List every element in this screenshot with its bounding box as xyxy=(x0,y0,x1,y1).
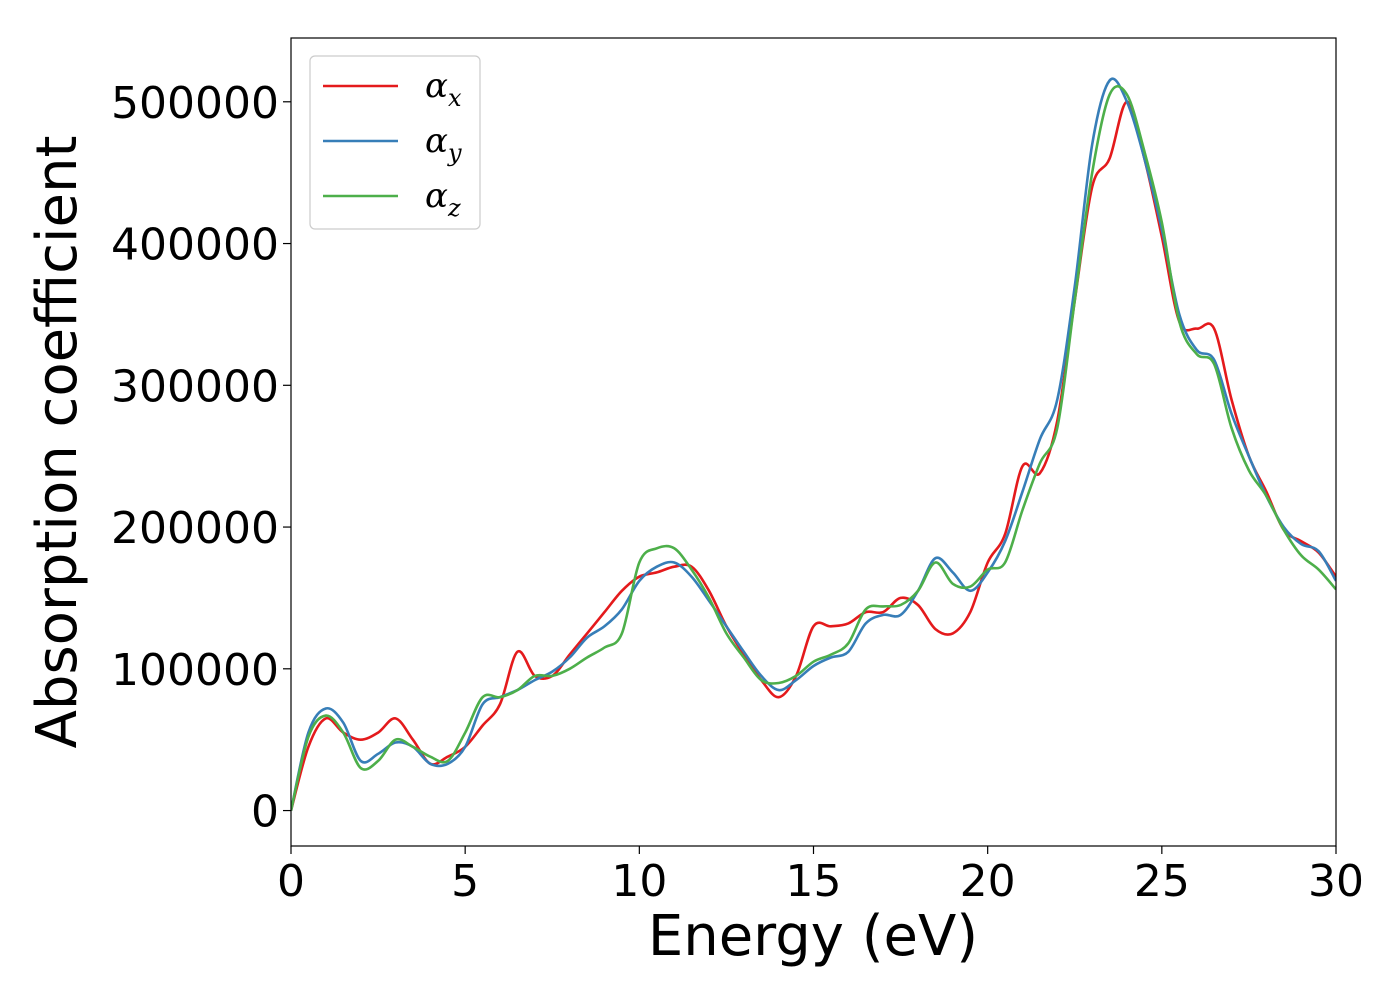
x-tick-label: 10 xyxy=(611,856,667,907)
x-tick-label: 0 xyxy=(277,856,305,907)
x-tick-label: 20 xyxy=(960,856,1016,907)
series-line-alpha-z xyxy=(291,85,1336,811)
x-tick-label: 15 xyxy=(786,856,842,907)
series-line-alpha-y xyxy=(291,77,1336,811)
x-tick-label: 30 xyxy=(1308,856,1364,907)
x-axis-label: Energy (eV) xyxy=(648,904,978,969)
y-tick-label: 100000 xyxy=(111,645,279,696)
series-layer xyxy=(291,77,1336,811)
y-tick-label: 0 xyxy=(251,787,279,838)
x-axis: 0 5 10 15 20 25 30 xyxy=(277,846,1364,907)
y-tick-label: 200000 xyxy=(111,503,279,554)
legend-box xyxy=(309,55,481,230)
y-tick-label: 500000 xyxy=(111,78,279,129)
y-axis-label: Absorption coefficient xyxy=(25,136,90,749)
x-tick-label: 5 xyxy=(451,856,479,907)
legend-label-alpha-y: αy xyxy=(425,121,462,167)
legend-label-alpha-z: αz xyxy=(425,176,461,222)
y-axis: 0 100000 200000 300000 400000 500000 xyxy=(111,78,291,838)
legend: αx αy αz xyxy=(309,55,481,230)
y-tick-label: 400000 xyxy=(111,220,279,271)
legend-label-alpha-x: αx xyxy=(425,66,462,112)
y-tick-label: 300000 xyxy=(111,361,279,412)
x-tick-label: 25 xyxy=(1134,856,1190,907)
